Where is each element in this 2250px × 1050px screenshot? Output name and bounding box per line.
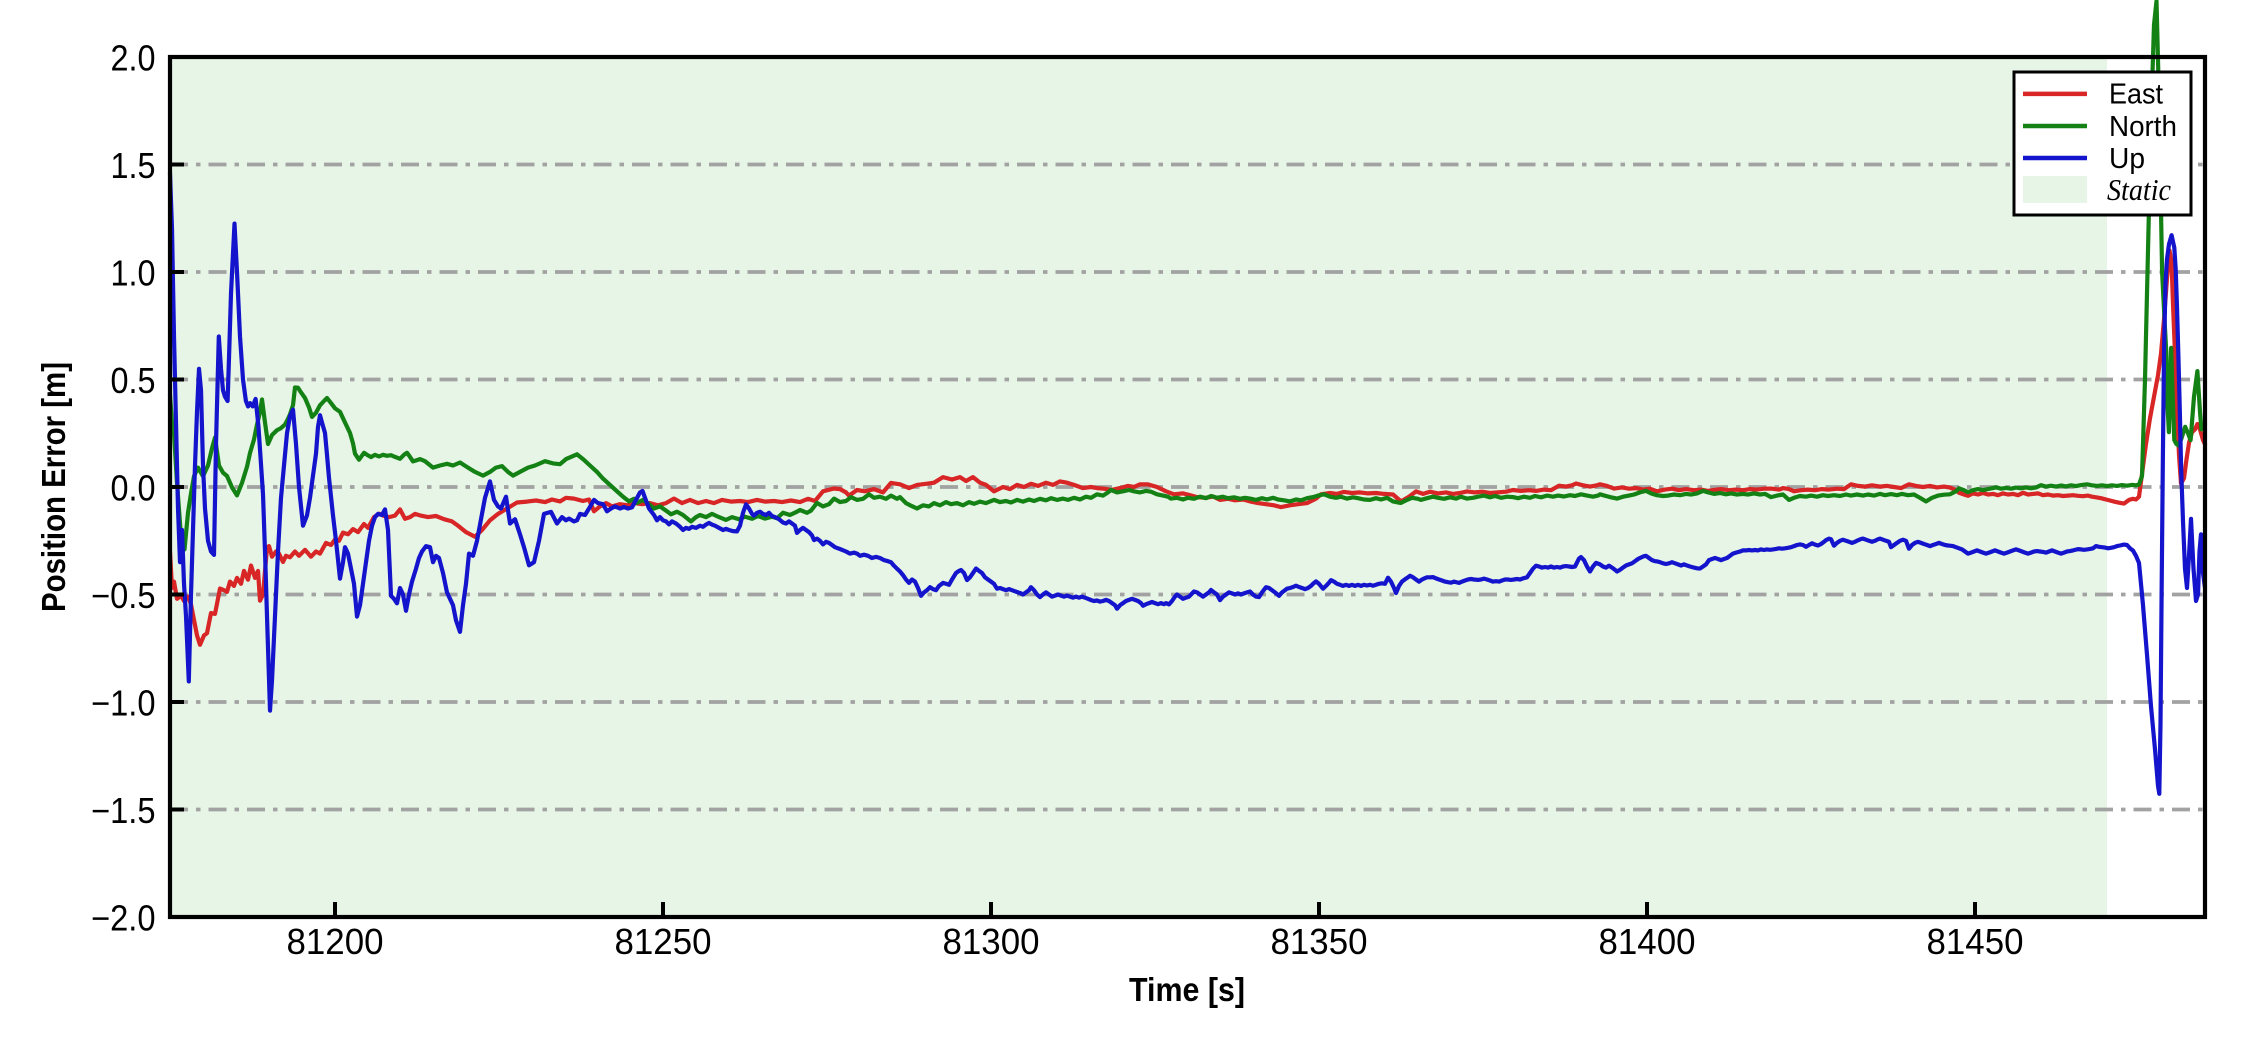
- svg-text:East: East: [2109, 79, 2163, 111]
- svg-text:−2.0: −2.0: [91, 898, 156, 939]
- svg-text:81450: 81450: [1927, 921, 2024, 962]
- svg-text:81200: 81200: [287, 921, 384, 962]
- svg-text:2.0: 2.0: [111, 38, 156, 79]
- svg-text:0.0: 0.0: [111, 468, 156, 509]
- svg-text:Time [s]: Time [s]: [1129, 971, 1245, 1008]
- svg-text:Position Error [m]: Position Error [m]: [35, 362, 72, 612]
- svg-text:1.0: 1.0: [111, 253, 156, 294]
- svg-text:81400: 81400: [1599, 921, 1696, 962]
- svg-text:−0.5: −0.5: [91, 575, 156, 616]
- svg-text:81300: 81300: [943, 921, 1040, 962]
- svg-text:North: North: [2109, 111, 2177, 143]
- svg-text:Up: Up: [2109, 143, 2145, 175]
- svg-text:−1.5: −1.5: [91, 790, 156, 831]
- svg-text:0.5: 0.5: [111, 360, 156, 401]
- svg-text:81250: 81250: [615, 921, 712, 962]
- svg-text:1.5: 1.5: [111, 145, 156, 186]
- svg-text:−1.0: −1.0: [91, 683, 156, 724]
- svg-text:81350: 81350: [1271, 921, 1368, 962]
- svg-text:Static: Static: [2107, 172, 2171, 207]
